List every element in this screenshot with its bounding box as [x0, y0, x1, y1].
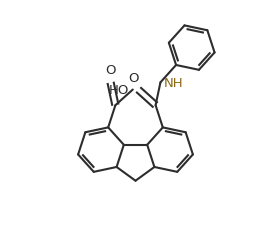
Text: O: O — [128, 72, 138, 85]
Text: HO: HO — [109, 84, 129, 97]
Text: O: O — [105, 64, 116, 77]
Text: NH: NH — [164, 76, 183, 90]
